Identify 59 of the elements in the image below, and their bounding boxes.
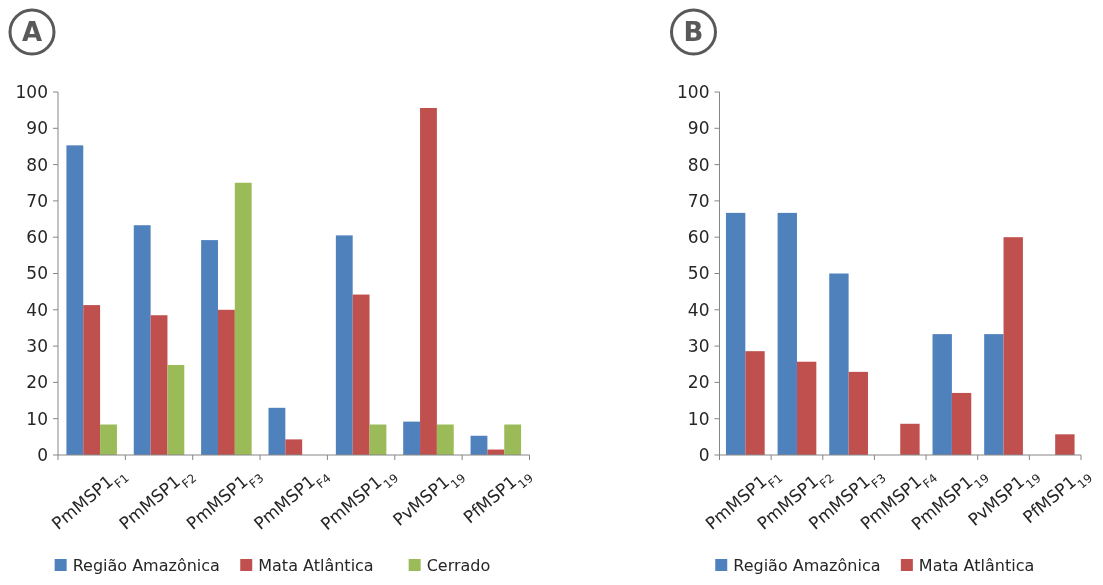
y-tick-label: 100 [15,81,48,102]
bar [369,424,387,455]
y-tick-label: 40 [26,299,48,320]
bar [951,392,972,455]
y-tick-label: 90 [687,118,710,139]
bar [100,424,117,455]
bar [725,212,746,455]
y-tick-label: 80 [26,154,48,175]
y-tick-label: 60 [687,227,710,248]
bar [403,421,421,455]
y-tick-label: 50 [687,263,710,284]
bar [285,439,303,455]
y-tick-label: 20 [687,372,710,393]
y-tick-label: 100 [677,81,710,102]
y-tick-label: 80 [687,154,710,175]
bar [504,424,522,455]
y-tick-label: 50 [26,263,48,284]
bar [777,212,797,455]
y-tick-label: 10 [26,408,48,429]
bar [201,240,218,455]
bar [796,361,817,455]
bar [83,305,101,455]
bar [234,182,252,455]
y-tick-label: 40 [687,299,710,320]
bar [984,334,1004,455]
bar [436,424,454,455]
y-tick-label: 20 [26,372,48,393]
chart-title: B [683,17,704,47]
bar [745,351,765,455]
bar [133,225,151,455]
bar [1055,434,1075,455]
bar [352,294,370,455]
bar [335,235,353,455]
bar [932,334,952,455]
y-tick-label: 70 [26,190,48,211]
legend-label: Mata Atlântica [918,556,1035,575]
y-tick-label: 0 [698,444,710,465]
legend-label: Região Amazônica [733,556,881,575]
bar [1003,237,1023,455]
y-tick-label: 60 [26,227,48,248]
chart-title: A [21,17,43,47]
bar [900,423,920,455]
bar [420,107,437,455]
bar [66,145,84,455]
bar [268,407,286,455]
bar [150,315,168,455]
y-tick-label: 70 [687,190,710,211]
bar [829,273,849,455]
bar [167,364,185,455]
legend-label: Região Amazônica [72,556,220,575]
y-tick-label: 30 [26,336,48,357]
bar [848,371,868,455]
legend-label: Mata Atlântica [258,556,374,575]
y-tick-label: 30 [687,336,710,357]
bar [217,309,235,455]
y-tick-label: 90 [26,118,48,139]
y-tick-label: 10 [687,408,710,429]
y-tick-label: 0 [37,444,48,465]
legend-label: Cerrado [426,556,491,575]
